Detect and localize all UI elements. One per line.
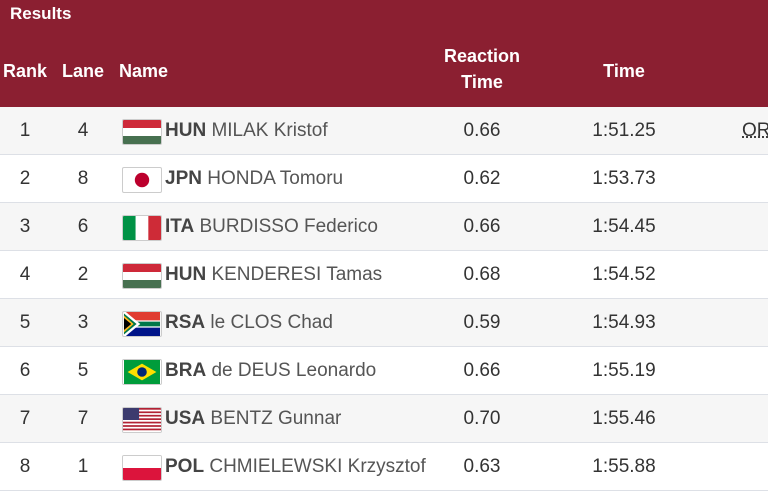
table-row: 5 3 RSA le CLOS Chad 0.59 1:54.93 <box>0 299 768 347</box>
noc-code: HUN <box>165 120 207 141</box>
athlete-name-text: CHMIELEWSKI Krzysztof <box>209 456 426 477</box>
noc-code: POL <box>165 456 205 477</box>
rank: 7 <box>19 408 31 429</box>
lane: 8 <box>77 168 89 189</box>
noc-code: RSA <box>165 312 206 333</box>
rank: 6 <box>19 360 31 381</box>
japan-flag-icon <box>122 167 162 193</box>
results-table: 1 4 HUN MILAK Kristof 0.66 1:51.25 OR 2 8… <box>0 107 768 491</box>
table-row: 7 7 USA BENTZ Gunnar 0.70 1:55.46 <box>0 395 768 443</box>
reaction-time: 0.68 <box>463 264 501 285</box>
table-row: 1 4 HUN MILAK Kristof 0.66 1:51.25 OR <box>0 107 768 155</box>
italy-flag-icon <box>122 215 162 241</box>
time: 1:54.45 <box>592 216 656 237</box>
time: 1:55.88 <box>592 456 656 477</box>
athlete-name[interactable]: HUN KENDERESI Tamas <box>165 251 382 298</box>
noc-code: ITA <box>165 216 195 237</box>
athlete-name-text: KENDERESI Tamas <box>211 264 383 285</box>
col-name: Name <box>119 61 169 81</box>
rank: 3 <box>19 216 31 237</box>
brazil-flag-icon <box>122 359 162 385</box>
col-time: Time <box>603 61 645 81</box>
col-reaction-line1: Reaction <box>443 46 521 66</box>
lane: 1 <box>77 456 89 477</box>
table-row: 8 1 POL CHMIELEWSKI Krzysztof 0.63 1:55.… <box>0 443 768 491</box>
time: 1:54.52 <box>592 264 656 285</box>
lane: 7 <box>77 408 89 429</box>
col-reaction-line2: Time <box>461 72 503 92</box>
time: 1:54.93 <box>592 312 656 333</box>
noc-code: BRA <box>165 360 207 381</box>
col-reaction-time: Reaction Time <box>432 43 532 95</box>
reaction-time: 0.66 <box>463 120 501 141</box>
reaction-time: 0.66 <box>463 360 501 381</box>
rank: 8 <box>19 456 31 477</box>
athlete-name[interactable]: BRA de DEUS Leonardo <box>165 347 376 394</box>
col-lane: Lane <box>61 61 104 81</box>
athlete-name-text: BENTZ Gunnar <box>210 408 342 429</box>
athlete-name-text: BURDISSO Federico <box>199 216 378 237</box>
rank: 2 <box>19 168 31 189</box>
usa-flag-icon <box>122 407 162 433</box>
lane: 4 <box>77 120 89 141</box>
table-row: 6 5 BRA de DEUS Leonardo 0.66 1:55.19 <box>0 347 768 395</box>
results-header: Results Rank Lane Name Reaction Time Tim… <box>0 0 768 107</box>
table-row: 3 6 ITA BURDISSO Federico 0.66 1:54.45 <box>0 203 768 251</box>
table-row: 4 2 HUN KENDERESI Tamas 0.68 1:54.52 <box>0 251 768 299</box>
reaction-time: 0.62 <box>463 168 501 189</box>
athlete-name[interactable]: POL CHMIELEWSKI Krzysztof <box>165 443 426 490</box>
lane: 2 <box>77 264 89 285</box>
time: 1:53.73 <box>592 168 656 189</box>
reaction-time: 0.59 <box>463 312 501 333</box>
lane: 6 <box>77 216 89 237</box>
results-title: Results <box>10 4 72 23</box>
lane: 3 <box>77 312 89 333</box>
athlete-name-text: MILAK Kristof <box>211 120 328 141</box>
reaction-time: 0.70 <box>463 408 501 429</box>
athlete-name[interactable]: USA BENTZ Gunnar <box>165 395 341 442</box>
time: 1:55.19 <box>592 360 656 381</box>
reaction-time: 0.63 <box>463 456 501 477</box>
athlete-name[interactable]: HUN MILAK Kristof <box>165 107 328 154</box>
athlete-name[interactable]: RSA le CLOS Chad <box>165 299 333 346</box>
rank: 4 <box>19 264 31 285</box>
athlete-name-text: de DEUS Leonardo <box>211 360 377 381</box>
athlete-name[interactable]: JPN HONDA Tomoru <box>165 155 343 202</box>
rank: 1 <box>19 120 31 141</box>
hungary-flag-icon <box>122 119 162 145</box>
col-rank: Rank <box>2 61 47 81</box>
reaction-time: 0.66 <box>463 216 501 237</box>
athlete-name-text: HONDA Tomoru <box>207 168 344 189</box>
record-badge[interactable]: OR <box>742 120 768 141</box>
noc-code: USA <box>165 408 206 429</box>
hungary-flag-icon <box>122 263 162 289</box>
time: 1:51.25 <box>592 120 656 141</box>
noc-code: JPN <box>165 168 202 189</box>
noc-code: HUN <box>165 264 207 285</box>
south-africa-flag-icon <box>122 311 162 337</box>
time: 1:55.46 <box>592 408 656 429</box>
lane: 5 <box>77 360 89 381</box>
athlete-name[interactable]: ITA BURDISSO Federico <box>165 203 378 250</box>
athlete-name-text: le CLOS Chad <box>210 312 333 333</box>
rank: 5 <box>19 312 31 333</box>
table-row: 2 8 JPN HONDA Tomoru 0.62 1:53.73 <box>0 155 768 203</box>
poland-flag-icon <box>122 455 162 481</box>
